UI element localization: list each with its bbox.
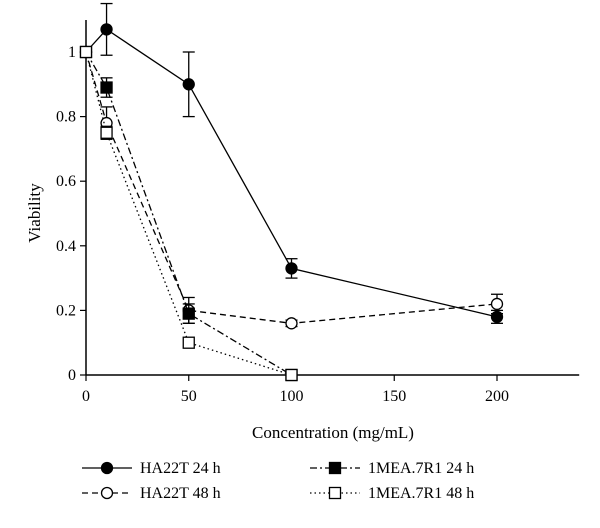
legend-item: HA22T 48 h [82,485,221,502]
legend-marker [328,486,342,500]
series-line [85,51,498,324]
y-tick-label: 0.4 [56,238,76,255]
y-tick-label: 0 [68,367,76,384]
legend-label: HA22T 48 h [140,485,221,502]
legend: HA22T 24 h HA22T 48 h 1MEA.7R1 24 h 1MEA.7R… [82,460,474,502]
legend-label: 1MEA.7R1 48 h [368,485,474,502]
plot-area [79,2,504,382]
y-tick-label: 0.8 [56,109,76,126]
data-point [285,262,298,275]
x-tick-label: 50 [181,388,197,405]
legend-label: HA22T 24 h [140,460,221,477]
x-tick-label: 150 [382,388,406,405]
data-point [182,307,195,320]
data-point [285,317,298,330]
data-point [100,126,113,139]
legend-marker [328,461,342,475]
series-3 [79,45,298,382]
data-point [100,81,113,94]
x-tick-label: 200 [485,388,509,405]
data-point [182,78,195,91]
series-line [85,51,292,376]
series-0 [79,2,504,324]
legend-item: HA22T 24 h [82,460,221,477]
data-point [100,23,113,36]
legend-label: 1MEA.7R1 24 h [368,460,474,477]
legend-marker [100,486,114,500]
y-axis-label: Viability [25,183,44,243]
y-tick-label: 0.2 [56,302,76,319]
x-tick-label: 100 [280,388,304,405]
series-1 [79,45,504,330]
axes: 0 50 100 150 200 0 0.2 0.4 0.6 0.8 1 [56,20,580,405]
legend-marker [100,461,114,475]
y-tick-label: 0.6 [56,173,76,190]
data-point [182,336,195,349]
series-line [85,51,292,376]
x-axis-label: Concentration (mg/mL) [252,423,414,442]
legend-item: 1MEA.7R1 24 h [310,460,474,477]
legend-item: 1MEA.7R1 48 h [310,485,474,502]
x-tick-label: 0 [82,388,90,405]
data-point [79,45,93,59]
data-point [285,368,298,382]
y-tick-label: 1 [68,44,76,61]
data-point [490,297,504,311]
